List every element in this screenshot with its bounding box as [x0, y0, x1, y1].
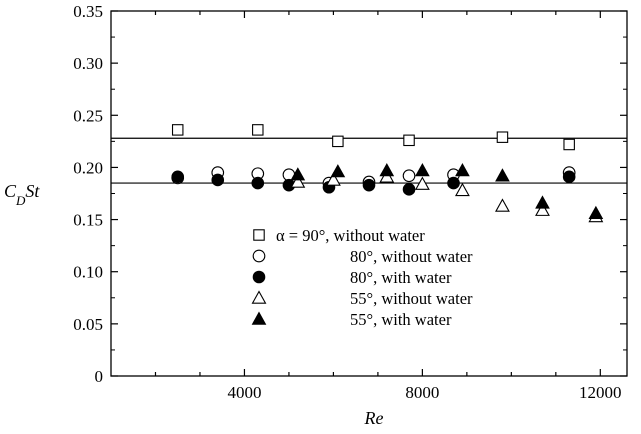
x-tick-label: 4000: [227, 383, 261, 402]
legend-triangle-filled-marker: [251, 311, 267, 325]
legend-label: 80°, without water: [350, 247, 473, 266]
triangle-filled-marker: [290, 167, 306, 181]
circle-open-marker: [402, 169, 416, 183]
circle-filled-marker: [362, 178, 376, 192]
series-4: [290, 169, 604, 223]
legend-circle-filled-marker: [252, 270, 266, 284]
legend-item: 55°, with water: [251, 310, 452, 329]
square-open-marker: [403, 134, 415, 147]
legend-label: α = 90°, without water: [276, 226, 425, 245]
triangle-filled-marker: [588, 205, 604, 220]
legend-triangle-open-marker: [251, 290, 267, 304]
y-tick-label: 0: [95, 367, 104, 386]
legend-square-open-marker: [253, 229, 265, 241]
circle-filled-marker: [447, 176, 460, 190]
legend-item: 80°, without water: [252, 247, 473, 266]
square-open-marker: [563, 138, 575, 151]
x-axis-title: Re: [364, 408, 384, 428]
legend-item: 80°, with water: [252, 268, 452, 287]
triangle-open-marker: [535, 202, 550, 216]
series-3: [171, 170, 576, 196]
triangle-open-marker: [414, 176, 430, 190]
square-open-marker: [332, 135, 344, 148]
legend-item: 55°, without water: [251, 289, 473, 308]
legend-label: 55°, with water: [350, 310, 452, 329]
series-1: [171, 124, 575, 151]
square-open-marker: [496, 131, 509, 143]
y-tick-label: 0.05: [73, 315, 103, 334]
circle-filled-marker: [211, 173, 225, 187]
triangle-open-marker: [495, 198, 510, 212]
circle-filled-marker: [562, 170, 576, 184]
triangle-filled-marker: [415, 163, 430, 177]
triangle-open-marker: [290, 174, 306, 188]
triangle-open-marker: [454, 182, 470, 197]
triangle-filled-marker: [330, 164, 346, 178]
triangle-filled-marker: [455, 163, 470, 177]
legend-label: 55°, without water: [350, 289, 473, 308]
plot-frame-layer: 0 0.05 0.10 0.15 0.20 0.25 0.30 0.35 4000 8000 120…: [73, 2, 628, 402]
y-tick-label: 0.10: [73, 263, 103, 282]
triangle-filled-marker: [495, 168, 510, 182]
y-tick-label: 0.30: [73, 54, 103, 73]
legend: α = 90°, without water 80°, without water…: [251, 226, 473, 329]
legend-label: 80°, with water: [350, 268, 452, 287]
data-points-layer: [171, 124, 604, 223]
circle-filled-marker: [171, 170, 185, 184]
circle-filled-marker: [251, 176, 265, 190]
y-axis-title: CDSt: [4, 181, 40, 208]
legend-circle-open-marker: [252, 249, 266, 263]
legend-item: α = 90°, without water: [253, 226, 425, 245]
x-tick-label: 12000: [579, 383, 622, 402]
triangle-open-marker: [325, 172, 341, 186]
y-tick-label: 0.20: [73, 158, 103, 177]
circle-filled-marker: [402, 183, 416, 196]
y-tick-label: 0.25: [73, 106, 103, 125]
y-tick-label: 0.15: [73, 211, 103, 230]
square-open-marker: [252, 124, 264, 136]
y-tick-label: 0.35: [73, 2, 103, 21]
series-5: [290, 163, 604, 220]
y-axis-title-sub: D: [15, 193, 26, 208]
square-open-marker: [171, 124, 184, 136]
x-tick-label: 8000: [405, 383, 439, 402]
y-axis-title-tail: St: [25, 181, 40, 201]
triangle-filled-marker: [535, 195, 550, 209]
triangle-filled-marker: [379, 163, 395, 177]
y-axis-title-main: C: [4, 181, 17, 201]
